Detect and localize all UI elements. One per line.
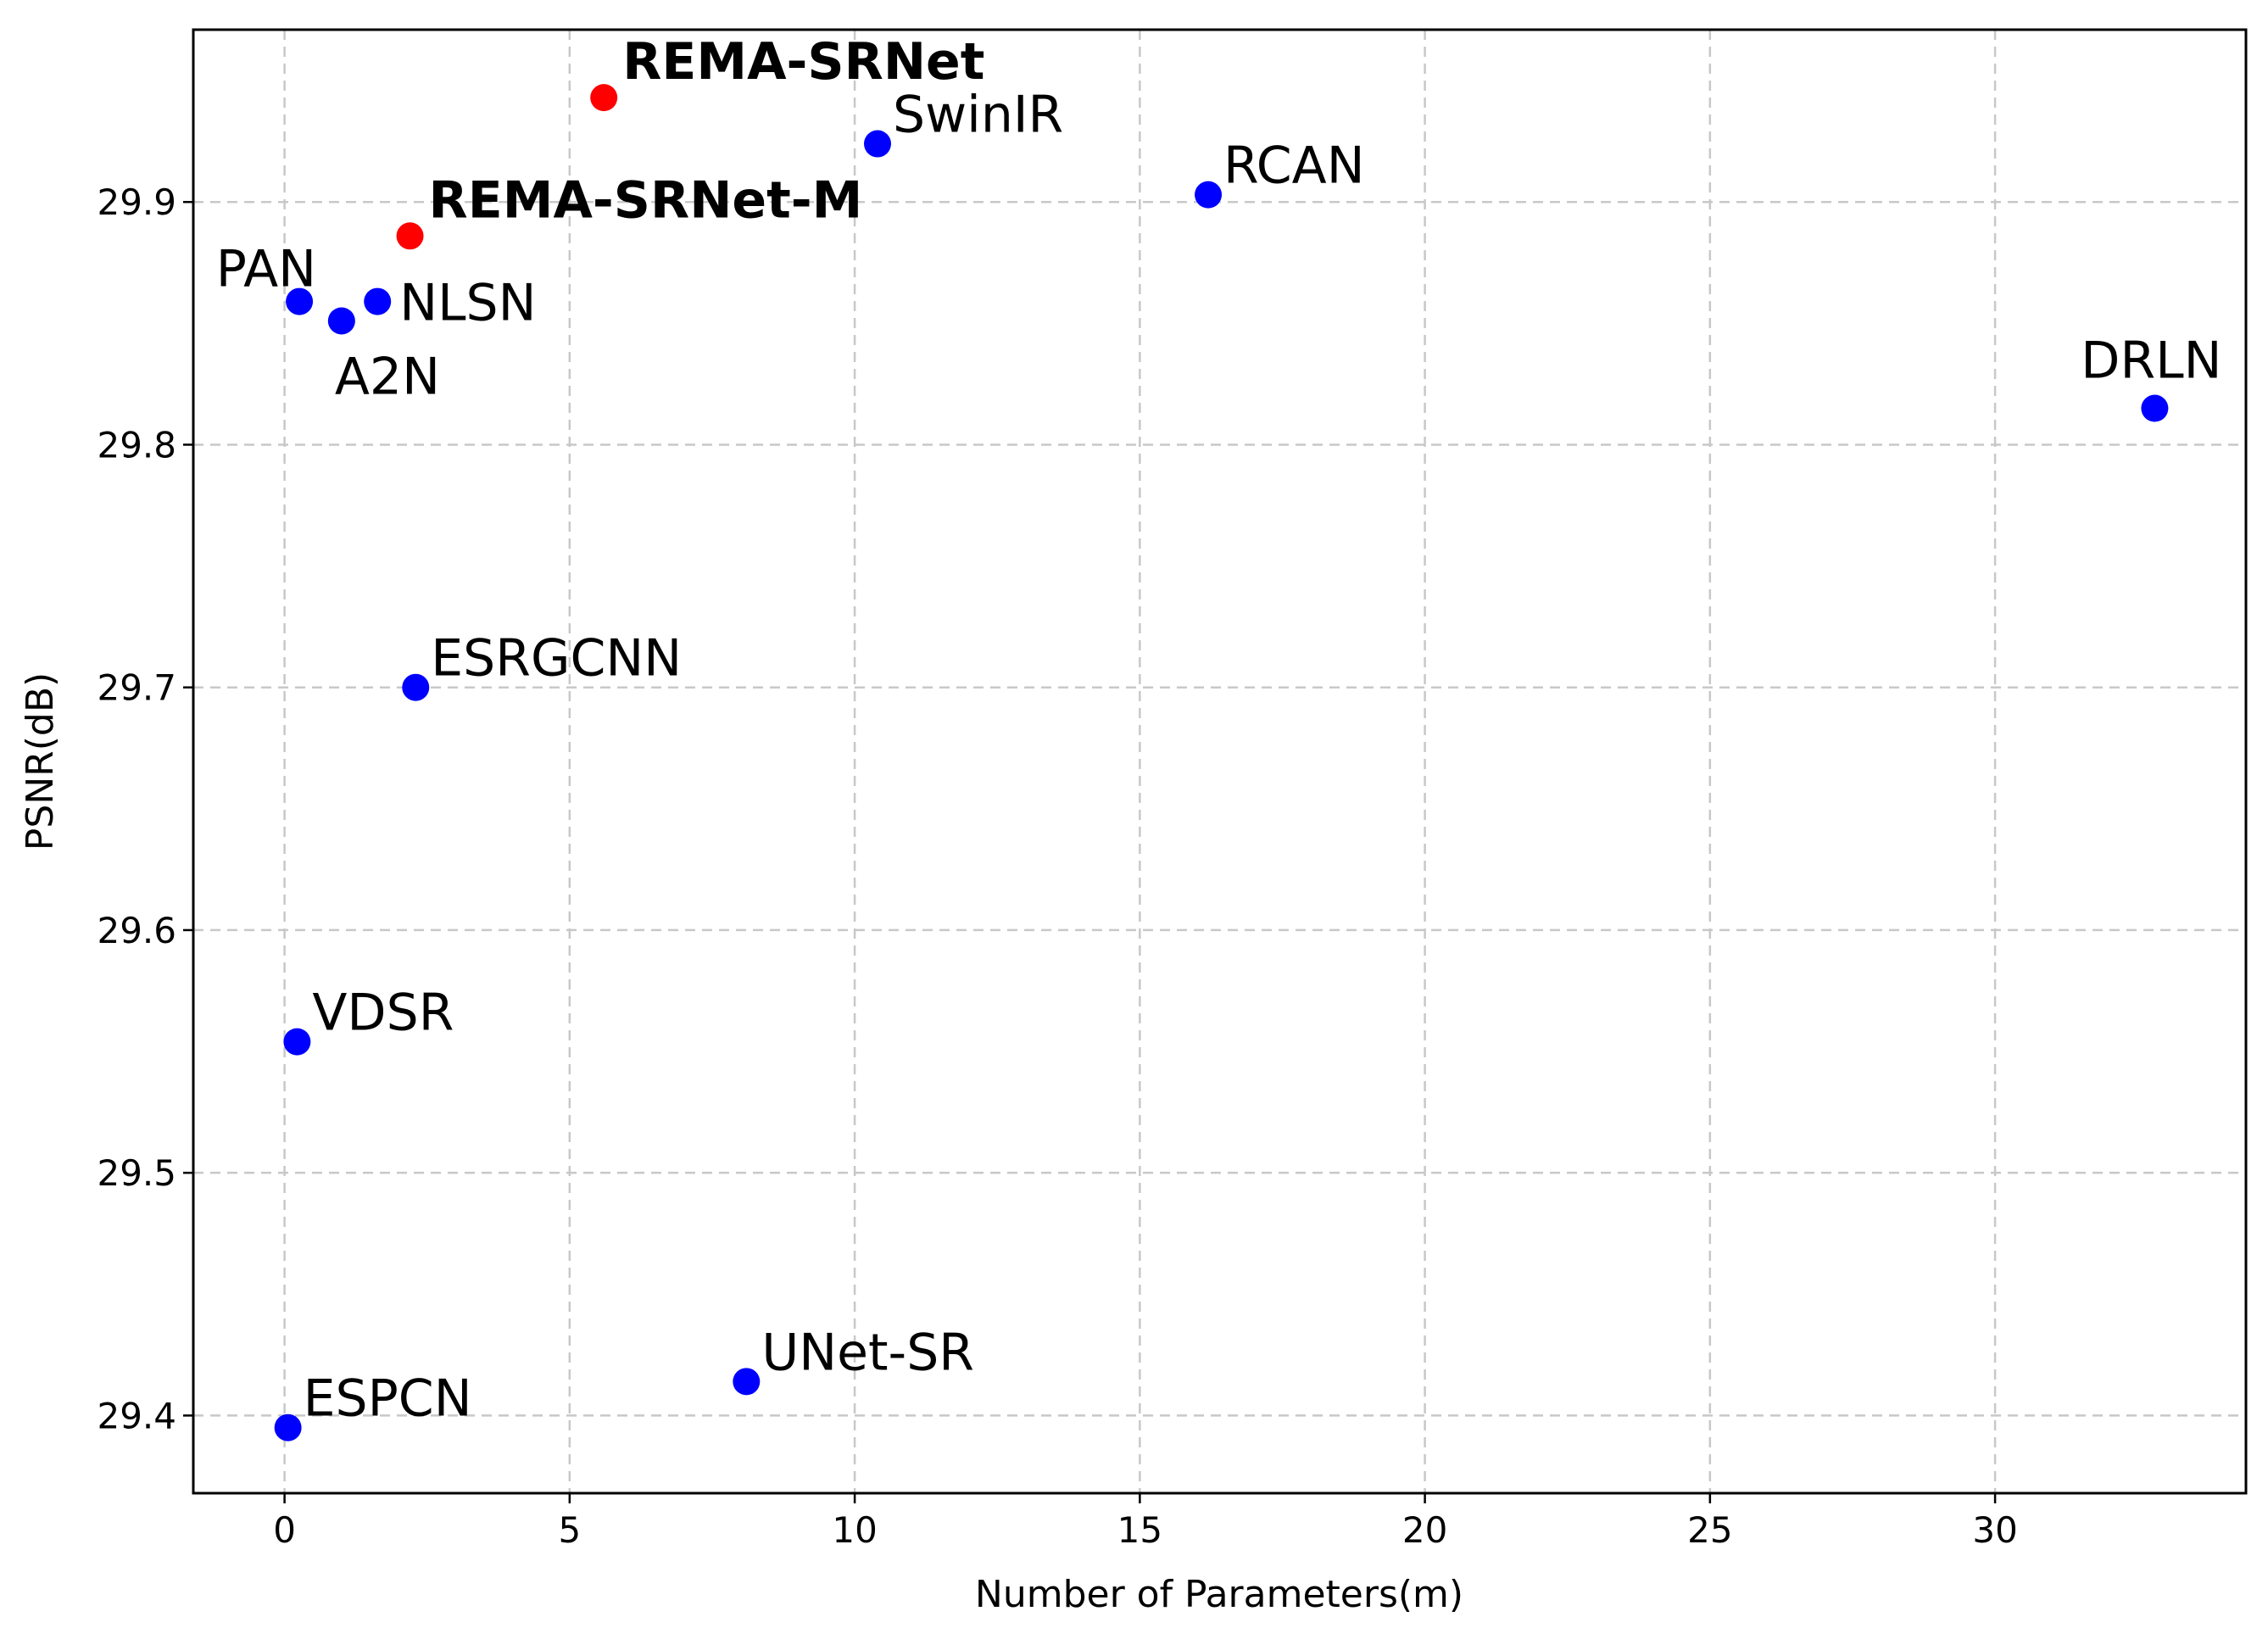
data-point-drln bbox=[2141, 394, 2169, 422]
x-tick-label: 30 bbox=[1972, 1509, 2017, 1551]
data-point-a2n bbox=[327, 307, 355, 335]
y-tick-label: 29.7 bbox=[97, 667, 176, 709]
data-point-rema-srnet bbox=[590, 84, 618, 112]
data-point-rcan bbox=[1195, 181, 1223, 209]
plot-frame bbox=[192, 28, 2248, 1495]
x-tick-label: 0 bbox=[273, 1509, 296, 1551]
data-point-vdsr bbox=[283, 1028, 311, 1056]
point-label: ESRGCNN bbox=[431, 629, 682, 689]
y-tick-label: 29.5 bbox=[97, 1152, 176, 1194]
x-tick-label: 10 bbox=[832, 1509, 877, 1551]
data-point-pan bbox=[286, 287, 314, 315]
point-label: RCAN bbox=[1223, 137, 1365, 196]
data-point-esrgcnn bbox=[402, 673, 430, 701]
y-tick-label: 29.6 bbox=[97, 910, 176, 951]
x-tick-label: 25 bbox=[1687, 1509, 1732, 1551]
point-label: DRLN bbox=[2081, 332, 2221, 391]
point-label: REMA-SRNet bbox=[622, 32, 984, 92]
point-label: SwinIR bbox=[893, 86, 1063, 145]
points-layer bbox=[274, 84, 2169, 1441]
point-label: REMA-SRNet-M bbox=[429, 170, 863, 230]
point-label: A2N bbox=[335, 347, 440, 406]
point-label: ESPCN bbox=[304, 1369, 472, 1429]
x-tick-label: 5 bbox=[558, 1509, 581, 1551]
y-axis-label: PSNR(dB) bbox=[19, 672, 62, 850]
point-label: UNet-SR bbox=[761, 1323, 974, 1382]
data-point-espcn bbox=[274, 1413, 302, 1441]
ticks-layer: 0 5 10 15 20 25 30 29.4 29.5 29.6 29.7 29.8 29.9 bbox=[97, 181, 2017, 1551]
y-tick-label: 29.9 bbox=[97, 181, 176, 223]
data-point-nlsn bbox=[364, 287, 392, 315]
y-tick-label: 29.4 bbox=[97, 1395, 176, 1436]
x-axis-label: Number of Parameters(m) bbox=[975, 1573, 1463, 1616]
point-label: NLSN bbox=[399, 274, 536, 333]
y-tick-label: 29.8 bbox=[97, 424, 176, 466]
point-label: VDSR bbox=[312, 984, 454, 1043]
point-labels-layer: REMA-SRNet REMA-SRNet-M SwinIR RCAN PAN A2N NL… bbox=[216, 32, 2222, 1429]
data-point-rema-srnet-m bbox=[396, 222, 424, 250]
point-label: PAN bbox=[216, 240, 316, 299]
data-point-swinir bbox=[864, 130, 891, 158]
x-tick-label: 20 bbox=[1402, 1509, 1447, 1551]
x-tick-label: 15 bbox=[1117, 1509, 1162, 1551]
data-point-unet-sr bbox=[733, 1368, 761, 1396]
grid-layer bbox=[193, 30, 2246, 1493]
